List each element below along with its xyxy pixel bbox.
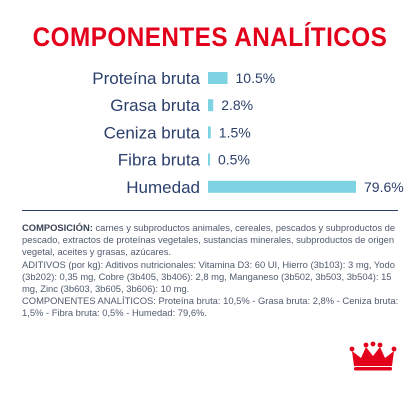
royal-crown-icon — [349, 341, 397, 371]
additives-paragraph: ADITIVOS (por kg): Aditivos nutricionale… — [22, 258, 395, 295]
bar-fibra-bruta — [208, 153, 210, 166]
value-label-proteina-bruta: 10.5% — [236, 70, 276, 86]
value-label-fibra-bruta: 0.5% — [218, 152, 250, 168]
divider — [22, 210, 398, 211]
category-label-grasa-bruta: Grasa bruta — [110, 96, 200, 115]
value-label-grasa-bruta: 2.8% — [221, 97, 253, 113]
category-label-fibra-bruta: Fibra bruta — [118, 151, 201, 170]
value-label-ceniza-bruta: 1.5% — [219, 124, 251, 140]
analytics-paragraph: COMPONENTES ANALÍTICOS: Proteína bruta: … — [22, 295, 399, 319]
category-label-humedad: Humedad — [126, 178, 200, 197]
page-title: COMPONENTES ANALÍTICOS — [32, 22, 388, 52]
bar-proteina-bruta — [208, 72, 228, 84]
bar-grasa-bruta — [208, 99, 214, 112]
composition-label: COMPOSICIÓN: — [22, 222, 93, 233]
category-label-ceniza-bruta: Ceniza bruta — [104, 123, 201, 142]
value-label-humedad: 79.6% — [364, 179, 404, 195]
composition-paragraph: COMPOSICIÓN: carnes y subproductos anima… — [22, 222, 404, 259]
category-label-proteina-bruta: Proteína bruta — [92, 69, 200, 88]
bar-chart: Proteína bruta 10.5% Grasa bruta 2.8% Ceniza… — [92, 69, 404, 197]
bar-ceniza-bruta — [208, 126, 211, 139]
composition-block: COMPOSICIÓN: carnes y subproductos anima… — [22, 222, 404, 320]
bar-humedad — [208, 180, 356, 193]
composition-text: carnes y subproductos animales, cereales… — [22, 222, 396, 258]
